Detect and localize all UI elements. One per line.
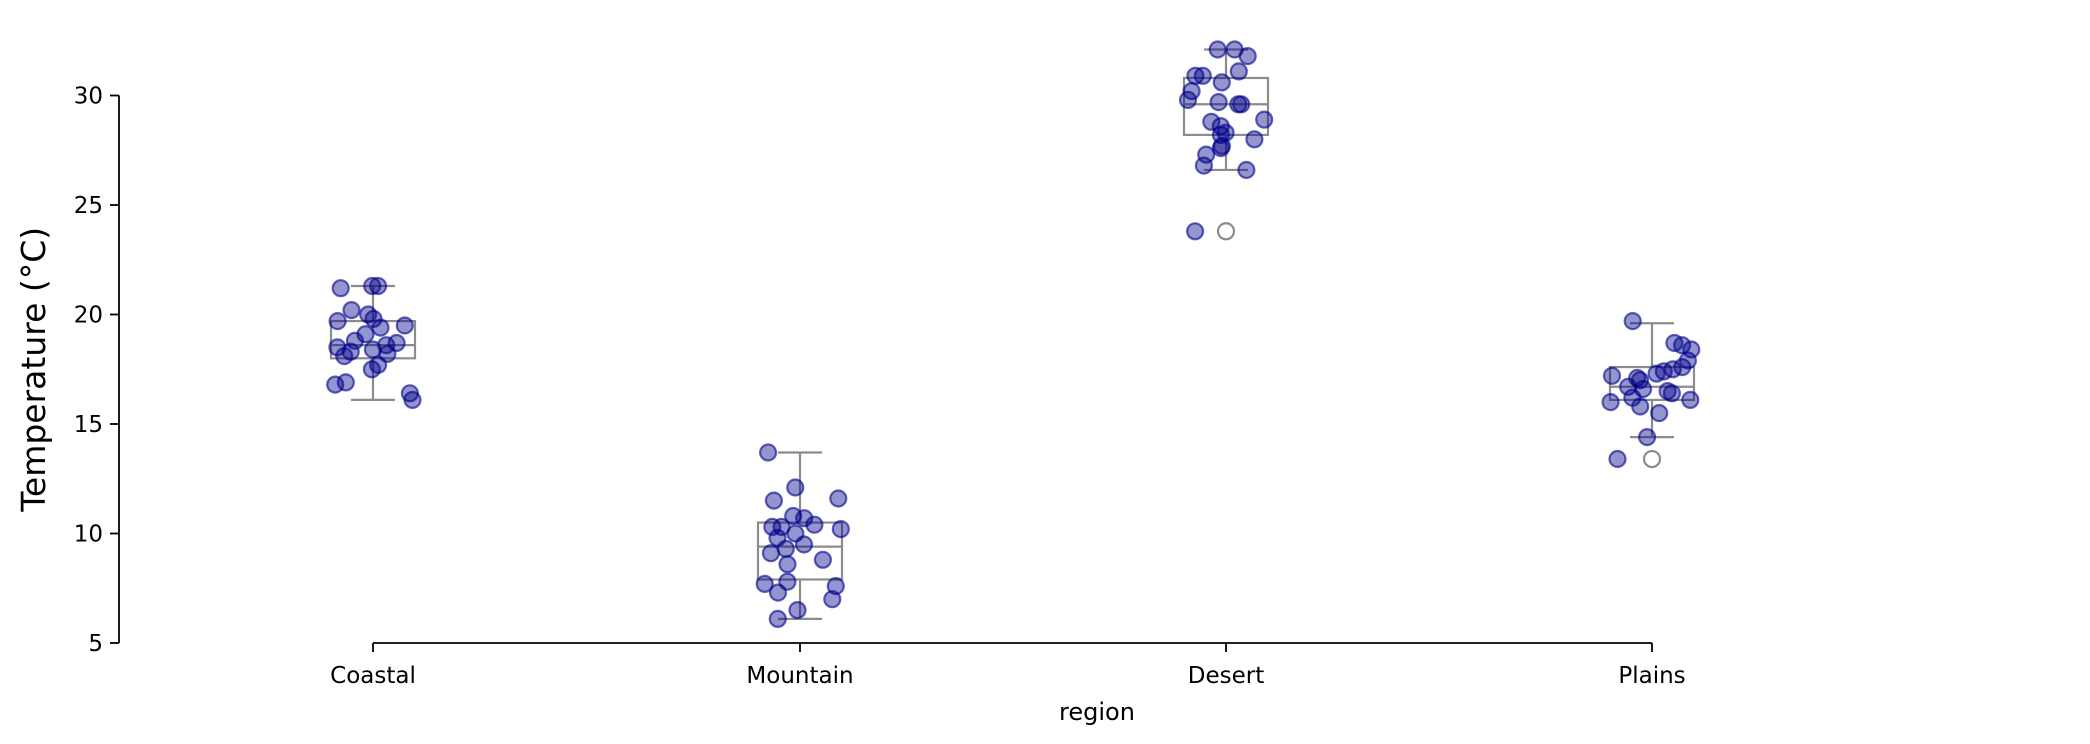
data-point: [768, 583, 788, 602]
data-point: [1602, 366, 1622, 385]
data-point: [776, 539, 795, 558]
data-point: [755, 574, 774, 594]
data-point: [403, 390, 422, 409]
data-point: [1185, 222, 1205, 241]
y-tick-label: 20: [74, 303, 103, 329]
data-point: [786, 478, 805, 497]
data-point: [395, 316, 414, 335]
data-point: [813, 550, 833, 569]
data-point: [1237, 160, 1256, 180]
data-point: [362, 360, 381, 379]
data-point: [331, 279, 350, 298]
outlier-point: [1642, 449, 1662, 469]
data-point: [1208, 40, 1227, 59]
x-ticks: Coastal Mountain Desert Plains: [330, 643, 1686, 689]
data-point: [1245, 130, 1264, 149]
y-tick-label: 10: [74, 522, 103, 548]
data-point: [1601, 393, 1620, 412]
data-point: [768, 609, 787, 629]
data-point: [758, 443, 778, 462]
data-point: [1209, 92, 1228, 112]
data-point: [342, 301, 361, 320]
x-tick-label: Desert: [1188, 663, 1264, 689]
data-point: [805, 515, 824, 534]
data-point: [826, 576, 845, 596]
data-point: [823, 590, 842, 609]
y-axis-title: Temperature (°C): [14, 227, 53, 513]
data-point: [831, 519, 850, 539]
data-point: [1631, 397, 1650, 416]
data-point: [1229, 62, 1248, 81]
data-point: [764, 491, 784, 510]
y-ticks: 5 10 15 20 25 30: [74, 84, 119, 657]
points-plains: [1601, 312, 1701, 469]
data-point: [1238, 46, 1257, 66]
axes: [118, 95, 1652, 644]
points-desert: [1178, 40, 1274, 241]
points-mountain: [755, 443, 850, 629]
data-point: [788, 600, 807, 620]
data-point: [1229, 95, 1248, 114]
data-point: [1672, 336, 1692, 355]
data-point: [1202, 112, 1221, 131]
x-axis-title: region: [1059, 698, 1135, 726]
outlier-point: [1216, 222, 1236, 241]
y-tick-label: 5: [88, 631, 103, 657]
y-tick-label: 15: [74, 412, 103, 438]
data-point: [1212, 73, 1231, 92]
data-point: [1255, 110, 1274, 129]
points-coastal: [326, 276, 422, 409]
data-point: [363, 276, 382, 296]
x-tick-label: Plains: [1618, 663, 1685, 689]
data-point: [1637, 428, 1657, 447]
data-point: [326, 375, 345, 394]
data-point: [1681, 390, 1700, 409]
data-point: [778, 555, 797, 574]
data-point: [1650, 404, 1669, 423]
data-point: [369, 276, 388, 296]
data-point: [761, 544, 781, 563]
x-tick-label: Mountain: [746, 663, 853, 689]
data-point: [328, 312, 347, 331]
data-point: [1178, 90, 1198, 110]
data-point: [1647, 364, 1666, 383]
y-tick-label: 30: [74, 84, 103, 110]
data-point: [1623, 312, 1642, 331]
data-point: [829, 489, 848, 508]
data-point: [1662, 384, 1682, 403]
x-tick-label: Coastal: [330, 663, 416, 689]
data-point: [1193, 66, 1212, 85]
data-point: [1194, 156, 1214, 175]
data-point: [794, 535, 814, 554]
data-point: [335, 347, 354, 366]
y-tick-label: 25: [74, 193, 103, 219]
data-point: [1608, 449, 1627, 469]
data-point: [795, 509, 814, 528]
data-point: [1211, 139, 1231, 158]
data-point: [371, 318, 390, 337]
plot-area: [326, 40, 1701, 629]
